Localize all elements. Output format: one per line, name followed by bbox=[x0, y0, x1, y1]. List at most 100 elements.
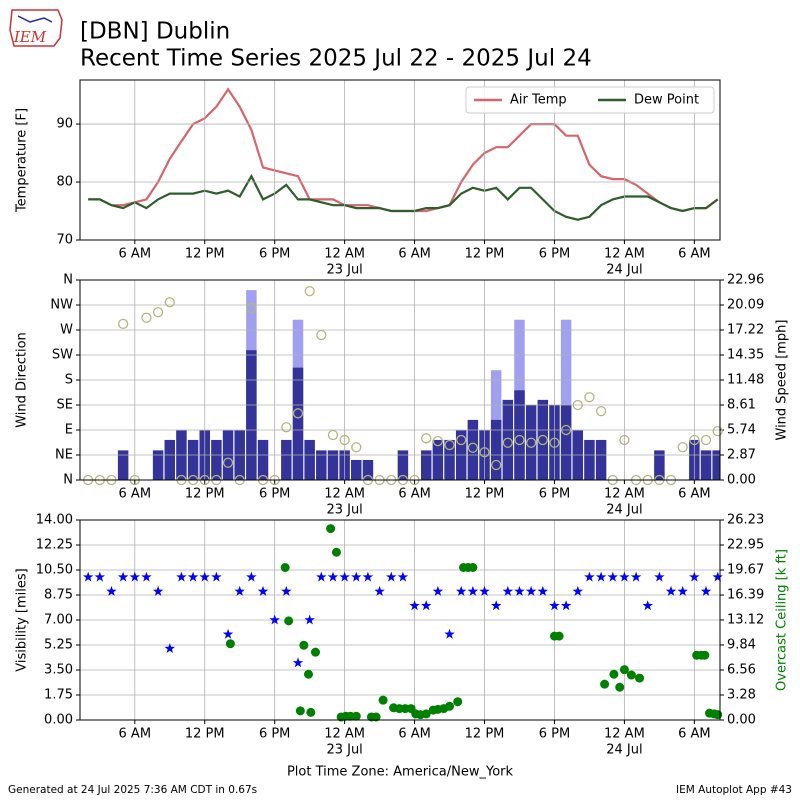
point bbox=[362, 571, 374, 582]
point bbox=[310, 647, 320, 657]
x-tick-label: 12 PM bbox=[465, 727, 505, 742]
point bbox=[468, 563, 478, 573]
bar bbox=[246, 350, 257, 480]
point bbox=[572, 399, 583, 411]
y-tick-label: 5.25 bbox=[44, 638, 73, 653]
point bbox=[339, 434, 350, 446]
x-tick-label: 6 AM bbox=[678, 487, 711, 502]
point bbox=[246, 571, 257, 582]
x-tick-sublabel: 23 Jul bbox=[326, 503, 362, 518]
y2-tick-label: 8.61 bbox=[727, 398, 756, 413]
point bbox=[225, 639, 235, 649]
bar bbox=[152, 450, 164, 480]
point bbox=[525, 437, 537, 448]
y-axis-label: Temperature [F] bbox=[15, 108, 30, 213]
point bbox=[502, 585, 514, 596]
x-tick-sublabel: 24 Jul bbox=[606, 263, 642, 278]
x-tick-sublabel: 23 Jul bbox=[326, 263, 362, 278]
point bbox=[152, 307, 164, 318]
y2-tick-label: 0.00 bbox=[727, 713, 756, 728]
point bbox=[665, 585, 677, 596]
x-tick-label: 6 AM bbox=[119, 487, 152, 502]
point bbox=[281, 422, 292, 433]
y-tick-label: 0.00 bbox=[44, 713, 73, 728]
x-tick-label: 6 AM bbox=[398, 487, 431, 502]
point bbox=[292, 657, 304, 668]
point bbox=[327, 571, 339, 582]
bar bbox=[654, 450, 665, 480]
y-tick-label: W bbox=[60, 323, 73, 338]
y-tick-label: SW bbox=[52, 348, 73, 363]
y2-tick-label: 22.96 bbox=[727, 273, 764, 288]
point bbox=[479, 447, 490, 458]
y-tick-label: 80 bbox=[56, 175, 73, 190]
point bbox=[326, 524, 336, 534]
point bbox=[152, 585, 164, 596]
x-tick-label: 6 PM bbox=[539, 247, 570, 262]
y2-tick-label: 2.87 bbox=[727, 448, 756, 463]
point bbox=[94, 571, 105, 582]
point bbox=[467, 585, 479, 596]
x-tick-label: 6 AM bbox=[398, 727, 431, 742]
point bbox=[199, 571, 210, 582]
x-tick-label: 6 AM bbox=[678, 247, 711, 262]
bar bbox=[525, 405, 537, 480]
point bbox=[351, 571, 362, 582]
bar bbox=[397, 450, 409, 480]
point bbox=[607, 571, 618, 582]
bar bbox=[117, 450, 129, 480]
point bbox=[700, 650, 710, 660]
logo-text: IEM bbox=[13, 28, 47, 46]
point bbox=[642, 600, 653, 611]
x-tick-label: 6 AM bbox=[119, 247, 152, 262]
point bbox=[164, 297, 175, 308]
bar bbox=[304, 439, 315, 480]
x-tick-label: 6 AM bbox=[398, 247, 431, 262]
point bbox=[176, 571, 187, 582]
point bbox=[490, 600, 502, 611]
point bbox=[444, 439, 455, 451]
point bbox=[257, 585, 269, 596]
point bbox=[584, 392, 595, 403]
point bbox=[689, 434, 700, 446]
point bbox=[595, 405, 607, 417]
point bbox=[712, 425, 723, 437]
x-tick-label: 12 PM bbox=[465, 247, 505, 262]
point bbox=[82, 571, 94, 582]
x-tick-label: 6 AM bbox=[119, 727, 152, 742]
point bbox=[295, 706, 305, 716]
point bbox=[164, 643, 175, 653]
point bbox=[331, 547, 341, 557]
point bbox=[525, 585, 537, 596]
point bbox=[491, 459, 502, 471]
point bbox=[378, 695, 388, 705]
bar bbox=[537, 399, 549, 480]
plot-frame bbox=[79, 79, 721, 241]
point bbox=[630, 571, 642, 582]
title: [DBN] Dublin bbox=[80, 19, 230, 45]
point bbox=[537, 585, 548, 596]
x-tick-label: 6 PM bbox=[259, 487, 290, 502]
point bbox=[351, 442, 362, 453]
point bbox=[456, 434, 467, 446]
y2-tick-label: 9.84 bbox=[727, 637, 756, 652]
point bbox=[713, 710, 723, 720]
point bbox=[117, 571, 129, 582]
x-tick-label: 12 PM bbox=[185, 487, 225, 502]
point bbox=[299, 640, 309, 650]
bar bbox=[292, 367, 304, 480]
bar bbox=[257, 439, 269, 480]
plot-frame bbox=[79, 519, 721, 721]
point bbox=[316, 329, 327, 341]
point bbox=[595, 571, 607, 582]
point bbox=[117, 318, 129, 330]
point bbox=[141, 571, 152, 582]
bar bbox=[700, 450, 712, 480]
y2-tick-label: 3.28 bbox=[727, 687, 756, 702]
y-tick-label: 8.75 bbox=[44, 588, 73, 603]
x-tick-label: 6 PM bbox=[259, 727, 290, 742]
y2-tick-label: 17.22 bbox=[727, 323, 764, 338]
point bbox=[304, 614, 315, 625]
bar bbox=[490, 419, 502, 480]
